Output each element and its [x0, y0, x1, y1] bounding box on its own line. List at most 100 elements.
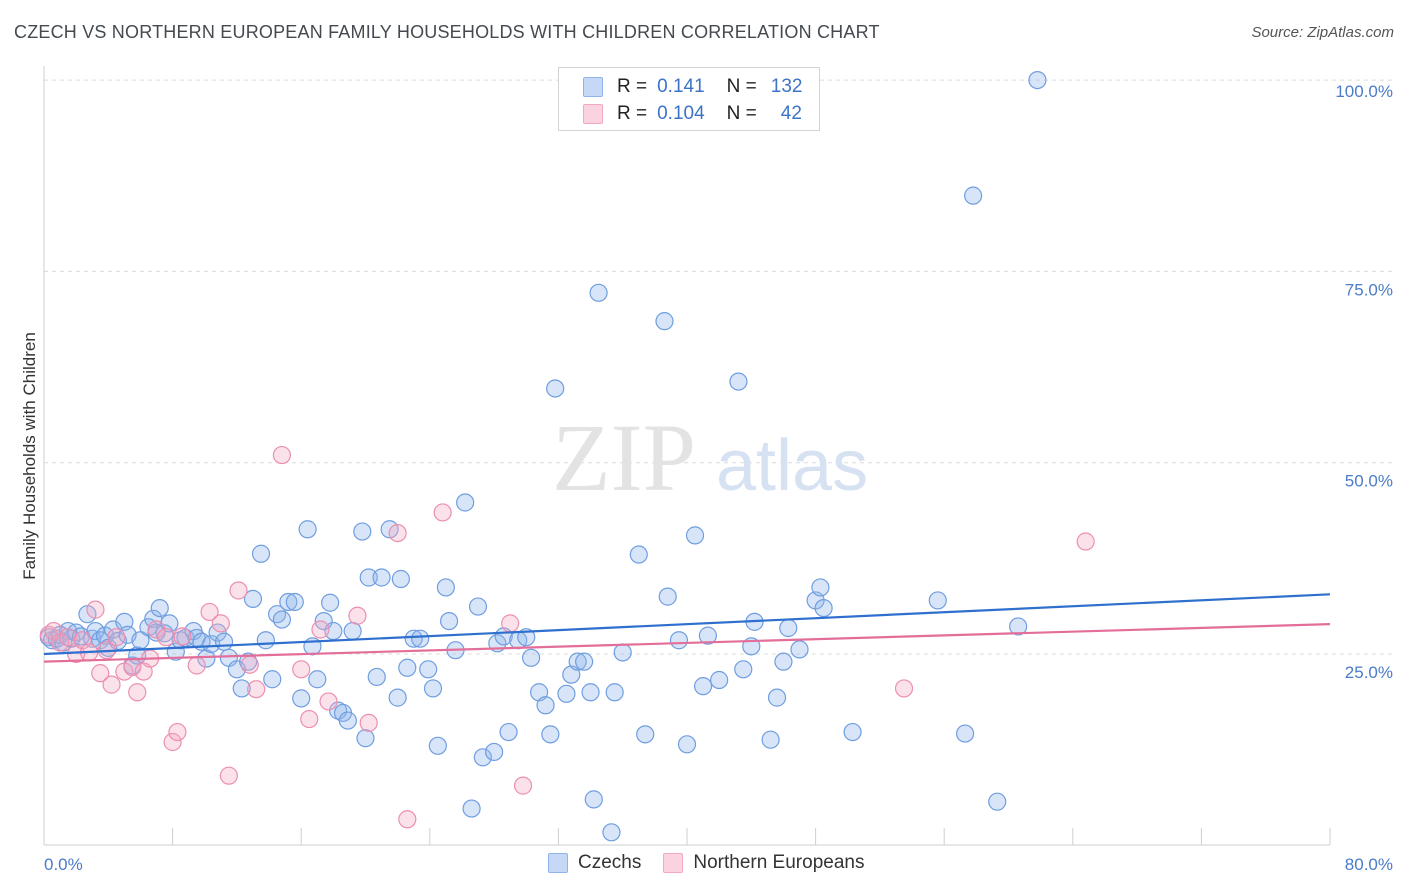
czech-point — [734, 660, 753, 679]
czech-point — [843, 722, 862, 742]
czech-point — [279, 592, 298, 612]
czech-point — [1028, 70, 1047, 90]
czech-point — [251, 544, 271, 563]
czech-point — [589, 283, 608, 302]
northern-european-point — [91, 664, 110, 683]
northern-european-point — [319, 692, 338, 711]
czech-point — [536, 696, 555, 715]
northern-european-point — [128, 683, 147, 702]
series-legend: Czechs Northern Europeans — [548, 852, 886, 874]
czech-point — [256, 631, 275, 650]
series-label-northern-europeans: Northern Europeans — [693, 852, 865, 873]
czech-point — [214, 632, 234, 651]
watermark: ZIP atlas — [552, 404, 868, 511]
chart-title: CZECH VS NORTHERN EUROPEAN FAMILY HOUSEH… — [14, 22, 880, 42]
series-label-czechs: Czechs — [578, 852, 642, 873]
legend-n-value: 42 — [780, 103, 802, 124]
northern-european-point — [398, 810, 417, 829]
northern-european-point — [102, 675, 121, 694]
czech-point — [423, 679, 443, 698]
czech-point — [988, 792, 1007, 811]
czech-trend-line — [43, 593, 1331, 656]
czech-point — [243, 589, 263, 609]
czech-point — [779, 618, 798, 638]
czech-point — [575, 652, 594, 671]
czech-point — [398, 658, 417, 677]
northern-european-point — [200, 602, 219, 622]
legend-n-value: 132 — [770, 76, 803, 97]
czech-point — [774, 652, 793, 671]
czech-point — [272, 610, 292, 629]
czech-point — [321, 593, 340, 612]
czech-point — [685, 526, 705, 545]
trend-lines — [43, 593, 1331, 663]
czech-point — [359, 568, 378, 587]
czech-point — [439, 611, 459, 631]
northern-european-point — [173, 627, 192, 646]
czech-point — [669, 631, 689, 650]
northern-european-point — [107, 628, 126, 647]
series-swatch-northern-europeans — [663, 853, 684, 873]
czech-point — [710, 670, 729, 690]
czech-point — [499, 722, 518, 742]
northern-european-point — [163, 732, 182, 752]
czech-point — [521, 648, 541, 667]
czech-point — [698, 626, 717, 645]
legend-n-label: N = — [726, 103, 757, 124]
northern-european-point — [348, 606, 367, 625]
legend-r-value: 0.141 — [657, 76, 705, 97]
czech-point — [955, 724, 975, 743]
czech-point — [814, 598, 833, 618]
czech-point — [292, 689, 311, 708]
czech-point — [928, 591, 947, 610]
czech-point — [473, 748, 492, 767]
series-swatch-czechs — [548, 853, 568, 873]
czech-point — [1009, 617, 1028, 636]
czech-point — [404, 629, 423, 648]
y-tick-label: 25.0% — [1345, 663, 1393, 682]
chart-source: Source: ZipAtlas.com — [1251, 24, 1394, 41]
legend-r-label: R = — [617, 76, 648, 97]
grid-lines — [44, 79, 1392, 655]
czech-point — [761, 730, 780, 749]
y-tick-label: 75.0% — [1345, 280, 1393, 299]
northern-european-point — [147, 620, 166, 639]
czech-point — [197, 649, 216, 668]
czech-point — [285, 592, 304, 612]
czech-point — [811, 578, 830, 597]
czech-point — [391, 569, 410, 589]
legend-r-label: R = — [617, 103, 648, 124]
czech-point — [308, 670, 327, 689]
czech-point — [298, 520, 317, 539]
data-points — [39, 70, 1095, 842]
axes — [43, 66, 1331, 846]
czech-point — [367, 667, 386, 687]
correlation-legend: R = 0.141 N = 132 R = 0.104 N = 42 — [558, 67, 820, 131]
czech-point — [605, 683, 624, 702]
northern-european-point — [59, 628, 78, 647]
czech-point — [343, 621, 362, 641]
y-tick-label: 50.0% — [1345, 472, 1393, 491]
czech-point — [411, 629, 430, 648]
czech-point — [541, 725, 560, 744]
czech-point — [693, 677, 713, 696]
czech-point — [263, 670, 282, 689]
series-legend-northern-europeans[interactable]: Northern Europeans — [663, 852, 864, 874]
series-legend-czechs[interactable]: Czechs — [548, 852, 641, 874]
x-tick-label-min: 0.0% — [44, 855, 83, 874]
czech-point — [964, 186, 983, 205]
czech-point — [557, 684, 576, 703]
northern-european-point — [272, 445, 292, 465]
czech-point — [388, 688, 407, 707]
czech-point — [767, 688, 787, 707]
northern-european-trend-line — [43, 623, 1331, 663]
northern-european-point — [240, 655, 259, 674]
czech-point — [729, 372, 748, 391]
czech-point — [232, 679, 251, 698]
czech-point — [372, 568, 391, 587]
northern-european-point — [1076, 532, 1095, 551]
czech-point — [239, 652, 258, 671]
legend-swatch-czechs — [583, 77, 603, 97]
czech-point — [568, 652, 587, 671]
czech-point — [338, 711, 357, 730]
